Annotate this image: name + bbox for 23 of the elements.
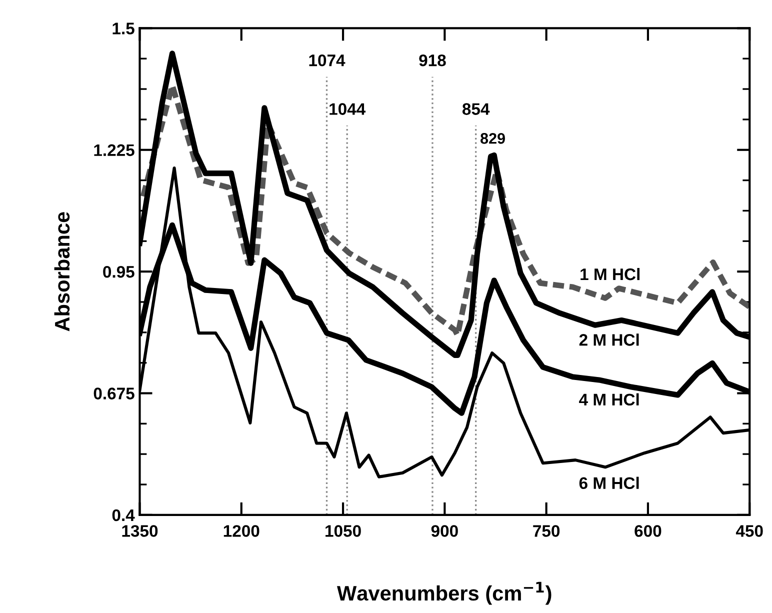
y-tick-label: 0.675: [94, 388, 134, 400]
x-tick-label: 1200: [224, 525, 260, 537]
series-label: 2 M HCl: [579, 334, 639, 346]
y-tick-label: 1.5: [112, 22, 134, 34]
ref-line-label: 918: [419, 54, 446, 66]
x-tick-label: 450: [736, 525, 763, 537]
ref-line-label: 854: [462, 103, 490, 115]
y-tick-label: 1.225: [94, 144, 134, 156]
x-tick-label: 1050: [326, 525, 361, 537]
ref-line-label: 1044: [330, 103, 366, 115]
y-axis-title: Absorbance: [54, 212, 70, 332]
x-tick-label: 900: [431, 525, 458, 537]
x-axis-title: Wavenumbers (cm$^{−1}$): [336, 582, 552, 605]
ref-line-label: 1074: [309, 54, 346, 66]
series-label: 6 M HCl: [579, 476, 639, 490]
x-tick-label: 750: [533, 525, 560, 537]
annotation: 829: [480, 133, 505, 144]
y-tick-label: 0.4: [112, 509, 135, 522]
y-tick-label: 0.95: [103, 266, 134, 278]
x-tick-label: 600: [634, 525, 662, 537]
x-tick-label: 1350: [122, 525, 158, 537]
series-label: 1 M HCl: [580, 268, 640, 280]
series-label: 4 M HCl: [579, 393, 639, 406]
